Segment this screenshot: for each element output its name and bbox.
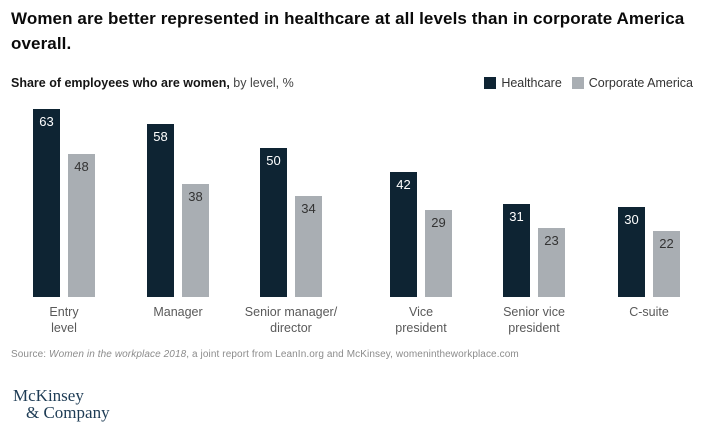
bar-chart: 63 58 50 42 31 30 48 38 34 29 23 22	[33, 109, 680, 297]
chart-title: Women are better represented in healthca…	[11, 9, 685, 53]
source-prefix: Source:	[11, 349, 50, 360]
bar-value-label: 48	[74, 159, 89, 174]
bar-healthcare-senior-vice-president: 31	[503, 204, 530, 297]
source-note: Source: Women in the workplace 2018, a j…	[11, 349, 519, 360]
legend: Healthcare Corporate America	[484, 76, 693, 90]
category-label: Entry level	[49, 305, 79, 335]
category-label: C-suite	[629, 305, 669, 319]
bar-healthcare-vice-president: 42	[390, 172, 417, 297]
chart-subtitle: Share of employees who are women, by lev…	[11, 76, 294, 90]
category-label: Senior vice president	[503, 305, 565, 335]
bar-corporate-senior-vice-president: 23	[538, 228, 565, 297]
bar-healthcare-c-suite: 30	[618, 207, 645, 297]
category-label: Manager	[153, 305, 203, 319]
source-report-title: Women in the workplace 2018	[49, 349, 187, 360]
legend-swatch-icon	[571, 77, 584, 89]
bar-value-label: 50	[266, 153, 281, 168]
legend-label: Corporate America	[588, 76, 693, 90]
bar-healthcare-senior-manager-director: 50	[260, 148, 287, 297]
logo-line1: McKinsey	[13, 386, 84, 405]
bar-corporate-entry-level: 48	[68, 154, 95, 297]
bar-corporate-vice-president: 29	[425, 210, 452, 297]
logo-line2: & Company	[26, 403, 110, 422]
legend-swatch-icon	[484, 77, 497, 89]
bar-value-label: 34	[301, 201, 316, 216]
legend-item-healthcare: Healthcare	[484, 76, 562, 90]
bar-corporate-manager: 38	[182, 184, 209, 297]
bar-corporate-senior-manager-director: 34	[295, 196, 322, 297]
bar-corporate-c-suite: 22	[653, 231, 680, 297]
bar-healthcare-manager: 58	[147, 124, 174, 297]
mckinsey-logo: McKinsey & Company	[13, 387, 110, 421]
bar-value-label: 29	[431, 215, 446, 230]
bar-value-label: 42	[396, 177, 411, 192]
category-label: Senior manager/ director	[244, 305, 338, 335]
bar-value-label: 38	[188, 189, 203, 204]
bar-value-label: 23	[544, 233, 559, 248]
legend-item-corporate-america: Corporate America	[571, 76, 693, 90]
bar-value-label: 31	[509, 209, 524, 224]
subtitle-bold-text: Share of employees who are women,	[11, 76, 230, 90]
bar-value-label: 63	[39, 114, 54, 129]
bar-healthcare-entry-level: 63	[33, 109, 60, 297]
subtitle-rest-text: by level, %	[229, 76, 294, 90]
source-rest: , a joint report from LeanIn.org and McK…	[186, 349, 519, 360]
legend-label: Healthcare	[501, 76, 562, 90]
bar-value-label: 30	[624, 212, 639, 227]
bar-value-label: 22	[659, 236, 674, 251]
bar-value-label: 58	[153, 129, 168, 144]
category-label: Vice president	[395, 305, 447, 335]
